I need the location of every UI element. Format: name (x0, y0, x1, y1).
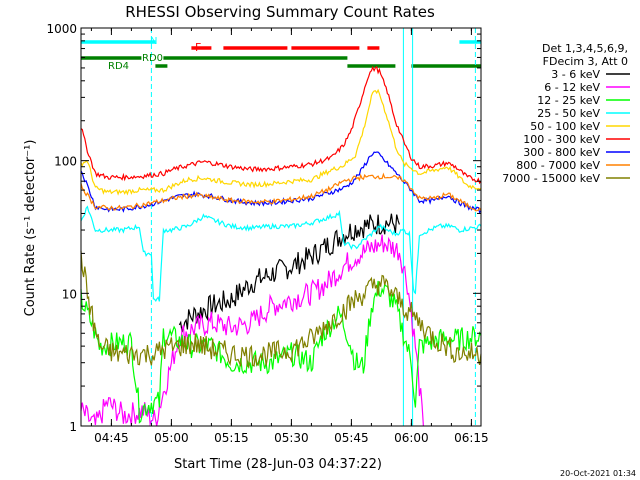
y-tick-label: 100 (54, 155, 77, 169)
legend-entry-label: 12 - 25 keV (537, 94, 600, 107)
x-tick-label: 05:15 (214, 431, 249, 445)
x-tick-label: 06:00 (394, 431, 429, 445)
axis-ticks: 04:45 05:00 05:15 05:30 05:45 06:00 06:15 1 10 10… (46, 22, 488, 445)
series-line-7 (80, 151, 482, 214)
x-tick-label: 05:45 (334, 431, 369, 445)
legend-entry-label: 800 - 7000 keV (516, 159, 600, 172)
flare-annotation: F (195, 41, 201, 54)
night-boundary-lines (150, 28, 476, 426)
x-tick-label: 06:15 (454, 431, 489, 445)
series-line-8 (80, 172, 482, 212)
series-line-9 (80, 250, 482, 369)
x-tick-label: 05:30 (274, 431, 309, 445)
y-tick-label: 1 (69, 420, 77, 434)
legend-entry-label: 6 - 12 keV (544, 81, 600, 94)
series-line-3 (80, 280, 482, 424)
x-tick-label: 05:00 (154, 431, 189, 445)
rd4-annotation: RD4 (108, 61, 129, 72)
series-line-6 (80, 65, 482, 185)
x-tick-label: 04:45 (94, 431, 129, 445)
y-axis-label: Count Rate (s⁻¹ detector⁻¹) (23, 140, 38, 317)
legend-entry-label: 50 - 100 keV (530, 120, 600, 133)
legend-entry-label: 3 - 6 keV (551, 68, 600, 81)
legend-entry-label: 25 - 50 keV (537, 107, 600, 120)
x-axis-label: Start Time (28-Jun-03 04:37:22) (174, 457, 382, 472)
series-line-1 (178, 213, 400, 333)
night-annotation: N (150, 36, 157, 47)
legend-header: Det 1,3,4,5,6,9, (542, 42, 628, 55)
series-line-2 (80, 234, 424, 427)
legend: Det 1,3,4,5,6,9,FDecim 3, Att 03 - 6 keV… (502, 42, 630, 185)
legend-header: FDecim 3, Att 0 (543, 55, 628, 68)
legend-entry-label: 7000 - 15000 keV (502, 172, 600, 185)
status-bars (81, 40, 481, 68)
footer-date: 20-Oct-2021 01:34 (560, 469, 636, 478)
y-tick-label: 10 (62, 287, 77, 301)
legend-entry-label: 100 - 300 keV (523, 133, 600, 146)
y-tick-label: 1000 (46, 22, 77, 36)
series-lines (80, 65, 482, 427)
rd0-annotation: RD0 (142, 53, 163, 64)
legend-entry-label: 300 - 800 keV (523, 146, 600, 159)
chart-title: RHESSI Observing Summary Count Rates (125, 3, 435, 21)
series-line-5 (80, 88, 482, 196)
series-line-4 (80, 205, 482, 303)
plot-frame (80, 27, 482, 427)
